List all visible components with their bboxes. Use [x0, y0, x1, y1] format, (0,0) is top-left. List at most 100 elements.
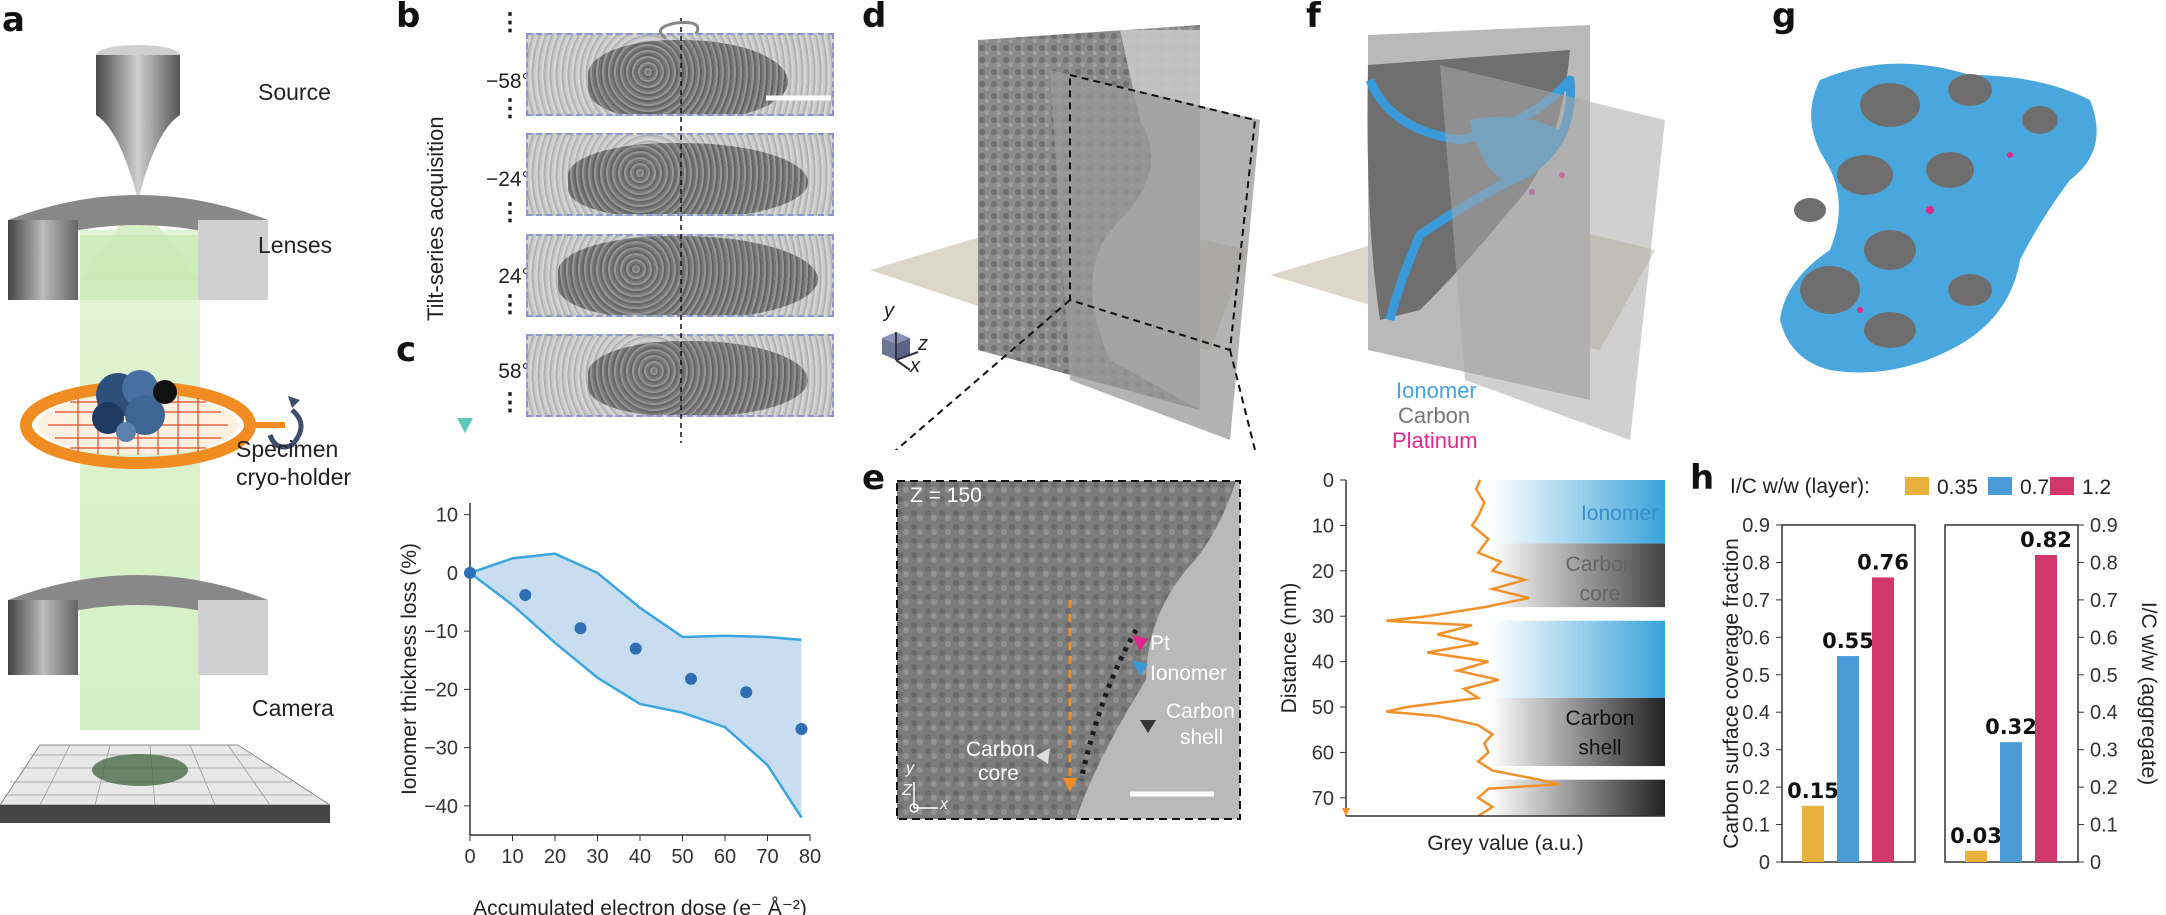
electron-beam: [80, 230, 200, 730]
data-point: [574, 622, 587, 635]
label-carbon-core-1: Carbon: [966, 738, 1035, 761]
panel-label-e: e: [862, 458, 886, 498]
dots-2: ⋮: [498, 95, 522, 122]
x-tick-label: 0: [464, 846, 475, 868]
y-tick-label: 10: [436, 505, 458, 527]
band-lower-line: [469, 571, 803, 819]
dots-1: ⋮: [498, 9, 522, 36]
carbon-core-marker: [1036, 748, 1050, 764]
segmentation-orthoslices: [1270, 25, 1665, 440]
data-point: [685, 672, 697, 685]
y-tick-label-right: 0.2: [2090, 777, 2118, 799]
chart-coverage: I/C w/w (layer): 0.35 0.7 1.2 0 0 0.1 0.1 0.2 0.2…: [1720, 475, 2160, 874]
panel-label-b: b: [396, 0, 421, 36]
label-camera: Camera: [252, 695, 334, 721]
y-tick-label-right: 0.6: [2090, 627, 2118, 649]
y-tick-label-left: 0.8: [1742, 552, 1770, 574]
y-tick-label: −40: [424, 796, 458, 818]
panel-label-a: a: [2, 0, 25, 40]
y-tick-label-left: 0.4: [1742, 702, 1770, 724]
e-axis-y: y: [906, 760, 914, 777]
y-axis-label: Ionomer thickness loss (%): [398, 543, 421, 795]
y-tick-label-right: 0.1: [2090, 815, 2118, 837]
band-label-carbon-core-2: core: [1580, 582, 1621, 605]
panel-label-f: f: [1306, 0, 1321, 36]
y-tick-label-right: 0.8: [2090, 552, 2118, 574]
y-tick-label-right: 0.3: [2090, 740, 2118, 762]
x-axis-label: Grey value (a.u.): [1427, 832, 1583, 855]
y-tick-label-left: 0.2: [1742, 777, 1770, 799]
profile-line: [1386, 479, 1561, 818]
bar: [1872, 577, 1894, 862]
legend-label: 1.2: [2082, 476, 2111, 499]
y-tick-label: −30: [424, 738, 458, 760]
y-tick-label-left: 0.5: [1742, 665, 1770, 687]
y-tick-label-right: 0.5: [2090, 665, 2118, 687]
slice-label: Z = 150: [910, 484, 982, 507]
bar: [2035, 554, 2057, 862]
data-point: [795, 722, 808, 735]
legend-label: 0.7: [2020, 476, 2049, 499]
data-point: [519, 589, 532, 602]
x-tick-label: 80: [799, 846, 821, 868]
label-carbon-shell-1: Carbon: [1166, 700, 1235, 723]
tomogram-zoom-slice: [896, 480, 1241, 820]
y-tick-label-right: 0.9: [2090, 515, 2118, 537]
dots-5: ⋮: [498, 389, 522, 416]
rotation-arrow-icon: [658, 21, 700, 40]
x-tick-label: 30: [586, 846, 608, 868]
y-tick-label-left: 0.9: [1742, 515, 1770, 537]
dots-4: ⋮: [498, 291, 522, 318]
lower-lens: [8, 575, 268, 675]
band-label-carbon-core-1: Carbon: [1566, 553, 1635, 576]
legend-swatch: [2050, 477, 2074, 495]
tem-image-24: [526, 234, 834, 317]
camera-detector: [0, 744, 330, 823]
bar: [1965, 850, 1987, 862]
upper-lens: [8, 195, 268, 300]
y-axis-label: Distance (nm): [1278, 583, 1301, 714]
x-tick-label: 20: [544, 846, 566, 868]
y-tick-label: 20: [1312, 561, 1334, 583]
y-tick-label: 10: [1312, 515, 1334, 537]
y-tick-label-right: 0.7: [2090, 590, 2118, 612]
band-label-carbon-shell-1: Carbon: [1566, 707, 1635, 730]
y-tick-label: 40: [1312, 652, 1334, 674]
label-specimen: Specimen: [236, 436, 339, 462]
electron-source: [96, 45, 180, 200]
y-tick-label-left: 0: [1759, 852, 1770, 874]
bar: [1802, 805, 1824, 862]
ionomer-marker: [1132, 660, 1148, 676]
pt-marker: [1132, 635, 1148, 651]
bar-value-label: 0.55: [1822, 629, 1874, 653]
y-tick-label: 0: [1323, 470, 1334, 492]
bar-value-label: 0.32: [1985, 715, 2037, 739]
y-tick-label: 70: [1312, 788, 1334, 810]
carbon-particle: [897, 481, 1236, 819]
band-carbon-shell: [1490, 697, 1665, 767]
d-axis-x: x: [910, 355, 920, 377]
x-tick-label: 70: [756, 846, 778, 868]
dots-3: ⋮: [498, 199, 522, 226]
d-axis-y: y: [884, 300, 894, 322]
y-tick-label-left: 0.1: [1742, 815, 1770, 837]
microscope-schematic: [0, 45, 330, 823]
bar: [2000, 742, 2022, 862]
y-tick-label: −10: [424, 621, 458, 643]
panel-label-d: d: [862, 0, 887, 36]
x-axis-label: Accumulated electron dose (e⁻ Å⁻²): [473, 897, 807, 915]
y-tick-label: 30: [1312, 606, 1334, 628]
tem-image-minus24: [526, 133, 834, 216]
label-lenses: Lenses: [258, 232, 333, 258]
y-tick-label-left: 0.7: [1742, 590, 1770, 612]
e-axis-icon: [909, 782, 938, 813]
legend-carbon: Carbon: [1398, 403, 1471, 428]
label-source: Source: [258, 79, 331, 105]
data-point: [740, 686, 753, 699]
label-pt: Pt: [1150, 632, 1170, 655]
bar-value-label: 0.82: [2020, 528, 2072, 552]
panel-label-c: c: [396, 330, 417, 370]
profile-arrow: [1342, 808, 1350, 816]
angle-3: 24°: [498, 265, 530, 288]
band-ionomer-top: [1490, 480, 1665, 544]
